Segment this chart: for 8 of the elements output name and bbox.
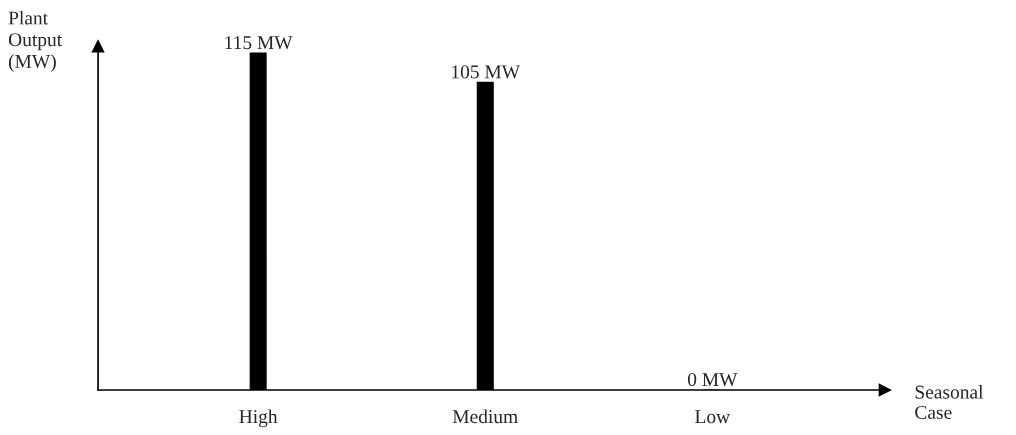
x-tick-label: Medium [452, 409, 518, 424]
x-axis-title: Seasonal Case [915, 384, 984, 419]
data-label: 105 MW [452, 65, 521, 79]
data-label: 115 MW [225, 36, 293, 50]
x-tick-label: High [239, 409, 278, 428]
x-tick-label: Low [695, 410, 731, 424]
data-label: 0 MW [687, 372, 738, 387]
y-axis-title: Plant Output (MW) [8, 10, 63, 72]
